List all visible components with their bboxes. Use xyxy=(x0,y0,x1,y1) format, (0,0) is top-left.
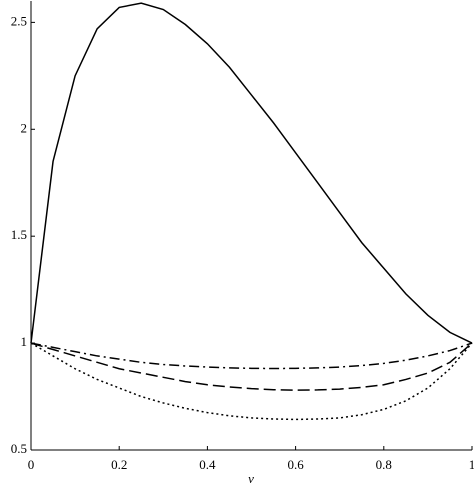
line-series xyxy=(30,2,473,344)
y-tick-label: 2 xyxy=(21,120,28,135)
x-axis-label: v xyxy=(248,471,254,486)
x-tick-label: 0.6 xyxy=(287,457,304,472)
x-tick-label: 0.8 xyxy=(376,457,392,472)
x-tick-label: 1 xyxy=(469,457,474,472)
line-series xyxy=(30,342,473,421)
y-tick-label: 0.5 xyxy=(11,441,27,456)
y-tick-label: 1.5 xyxy=(11,227,27,242)
y-tick-label: 1 xyxy=(21,334,28,349)
line-series xyxy=(30,342,473,370)
x-tick-label: 0.2 xyxy=(111,457,127,472)
x-tick-label: 0 xyxy=(28,457,35,472)
y-tick-label: 2.5 xyxy=(11,13,27,28)
x-tick-label: 0.4 xyxy=(199,457,216,472)
line-series xyxy=(30,342,473,391)
